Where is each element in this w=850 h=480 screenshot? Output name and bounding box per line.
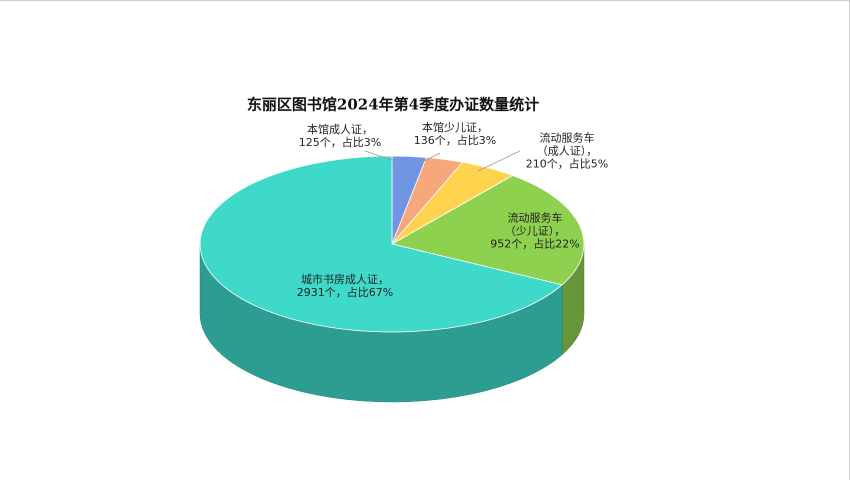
leader-line xyxy=(419,152,441,164)
data-label: 流动服务车 （少儿证）， 952个，占比22% xyxy=(490,211,580,251)
chart-title: 东丽区图书馆2024年第4季度办证数量统计 xyxy=(246,95,540,114)
leader-line xyxy=(364,150,396,162)
slice xyxy=(199,155,563,333)
leader-line xyxy=(477,150,521,172)
data-label: 本馆成人证， 125个，占比3% xyxy=(298,123,382,149)
data-label: 城市书房成人证， 2931个，占比67% xyxy=(296,273,394,299)
slice xyxy=(390,175,585,286)
data-label: 流动服务车 （成人证）， 210个，占比5% xyxy=(525,131,609,171)
data-label: 本馆少儿证， 136个，占比3% xyxy=(413,121,497,147)
